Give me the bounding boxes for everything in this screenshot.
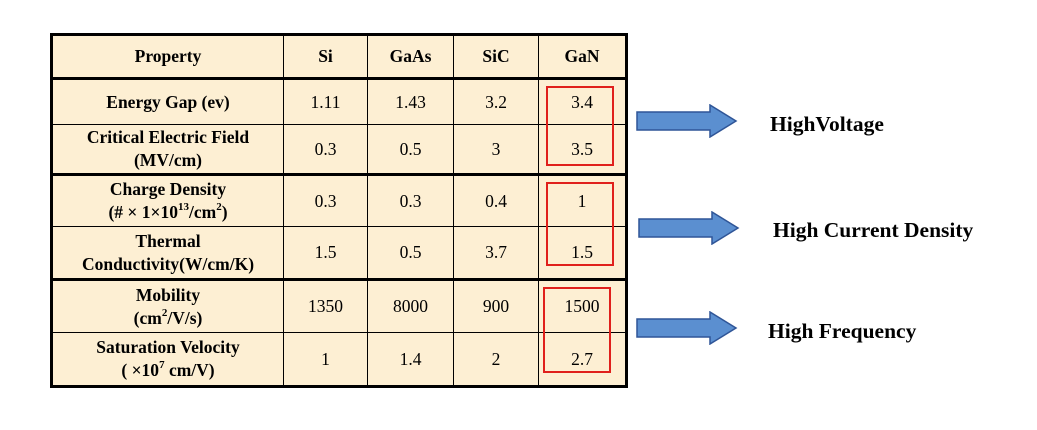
superscript: 2 (216, 201, 222, 214)
table-row-thermal-conductivity: Thermal Conductivity(W/cm/K) 1.5 0.5 3.7… (51, 226, 627, 281)
table-row-saturation-velocity: Saturation Velocity ( ×107 cm/V) 1 1.4 2… (51, 332, 627, 387)
property-unit: cm/V) (164, 360, 215, 380)
value-cell: 1.43 (367, 78, 454, 125)
value-cell: 0.5 (367, 124, 454, 176)
value-cell: 3.7 (453, 226, 539, 281)
value-cell: 8000 (367, 279, 454, 333)
highlight-box-voltage (546, 86, 614, 166)
property-saturation-velocity: Saturation Velocity ( ×107 cm/V) (51, 332, 284, 387)
superscript: 2 (161, 306, 168, 319)
property-mobility: Mobility (cm2/V/s) (51, 279, 284, 333)
property-unit: ) (221, 202, 228, 222)
label-high-voltage: HighVoltage (770, 112, 884, 136)
value-cell: 0.4 (453, 174, 539, 227)
superscript: 7 (159, 359, 165, 372)
value-cell: 1.11 (283, 78, 368, 125)
value-cell: 1 (283, 332, 368, 387)
property-text: Critical Electric Field (86, 127, 250, 147)
property-unit: (MV/cm) (133, 150, 203, 170)
property-text: Charge Density (109, 179, 227, 199)
value-cell: 3 (453, 124, 539, 176)
property-unit: (cm (133, 307, 162, 328)
property-text: Energy Gap (ev) (106, 91, 230, 112)
value-cell: 1.5 (283, 226, 368, 281)
value-cell: 1.4 (367, 332, 454, 387)
property-unit: Conductivity(W/cm/K) (81, 253, 255, 274)
property-text: Mobility (135, 284, 201, 305)
value-cell: 0.3 (283, 124, 368, 176)
right-arrow-icon (636, 104, 738, 138)
superscript: 13 (177, 201, 189, 214)
highlight-box-current (546, 182, 614, 266)
right-arrow-icon (636, 311, 738, 345)
table-row-critical-field: Critical Electric Field (MV/cm) 0.3 0.5 … (51, 124, 627, 176)
value-cell: 0.3 (283, 174, 368, 227)
property-thermal-conductivity: Thermal Conductivity(W/cm/K) (51, 226, 284, 281)
highlight-box-frequency (543, 287, 611, 373)
value-cell: 2.7 (538, 332, 627, 387)
header-property: Property (51, 34, 284, 80)
property-text: Saturation Velocity (96, 337, 240, 357)
header-si: Si (283, 34, 368, 80)
semiconductor-properties-table: Property Si GaAs SiC GaN Energy Gap (ev)… (50, 33, 628, 388)
property-energy-gap: Energy Gap (ev) (51, 78, 284, 125)
value-cell: 2 (453, 332, 539, 387)
property-unit: /V/s) (167, 307, 203, 328)
label-high-frequency: High Frequency (768, 319, 917, 343)
table-row-charge-density: Charge Density (# × 1×1013/cm2) 0.3 0.3 … (51, 174, 627, 227)
header-sic: SiC (453, 34, 539, 80)
value-cell: 3.2 (453, 78, 539, 125)
value-cell: 0.5 (367, 226, 454, 281)
property-text: Thermal (135, 230, 201, 251)
value-cell: 0.3 (367, 174, 454, 227)
value-cell: 900 (453, 279, 539, 333)
value-cell: 1350 (283, 279, 368, 333)
right-arrow-icon (638, 211, 740, 245)
property-unit: (# × 1×10 (108, 202, 178, 222)
property-unit: ( ×10 (121, 360, 160, 380)
table-row-energy-gap: Energy Gap (ev) 1.11 1.43 3.2 3.4 (51, 78, 627, 125)
header-gaas: GaAs (367, 34, 454, 80)
property-charge-density: Charge Density (# × 1×1013/cm2) (51, 174, 284, 227)
header-gan: GaN (538, 34, 627, 80)
table-header-row: Property Si GaAs SiC GaN (51, 34, 627, 80)
property-unit: /cm (188, 202, 217, 222)
label-high-current-density: High Current Density (773, 218, 974, 242)
table-row-mobility: Mobility (cm2/V/s) 1350 8000 900 1500 (51, 279, 627, 333)
property-critical-field: Critical Electric Field (MV/cm) (51, 124, 284, 176)
